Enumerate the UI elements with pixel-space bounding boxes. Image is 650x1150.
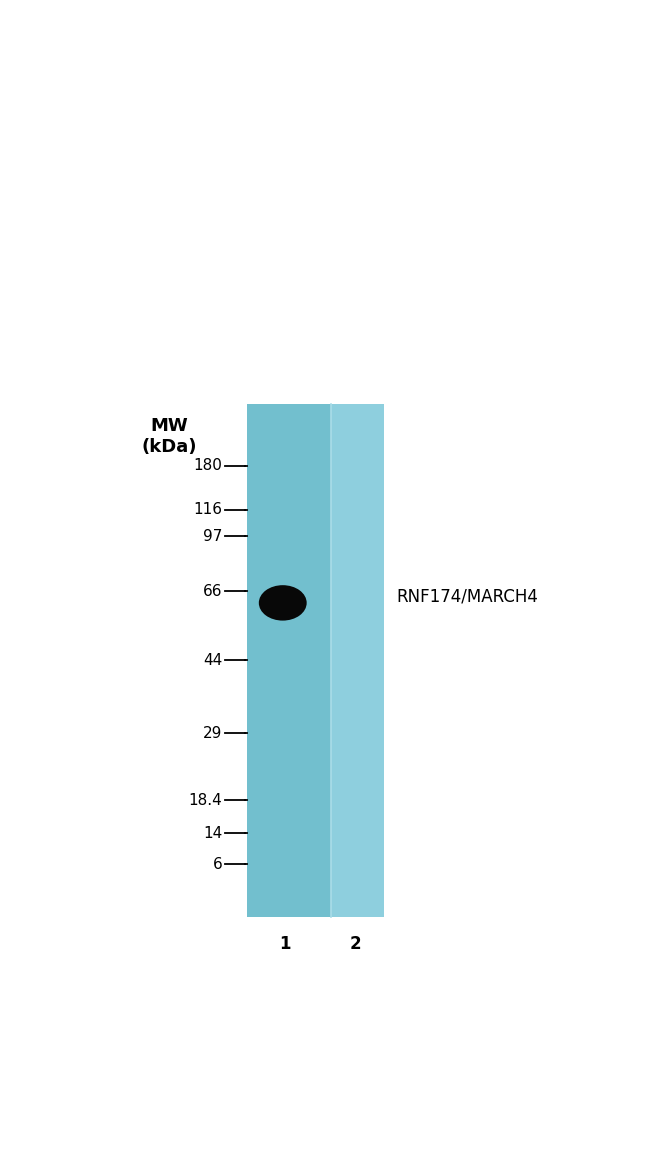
- Text: 18.4: 18.4: [188, 792, 222, 807]
- Text: 116: 116: [193, 503, 222, 518]
- Text: 14: 14: [203, 826, 222, 841]
- Bar: [331, 404, 384, 918]
- Bar: [248, 404, 331, 918]
- Text: 66: 66: [203, 584, 222, 599]
- Text: 29: 29: [203, 726, 222, 741]
- Text: 1: 1: [280, 935, 291, 953]
- Text: RNF174/MARCH4: RNF174/MARCH4: [396, 588, 538, 606]
- Text: 44: 44: [203, 653, 222, 668]
- Text: 180: 180: [194, 458, 222, 473]
- Text: 6: 6: [213, 857, 222, 872]
- Text: 97: 97: [203, 529, 222, 544]
- Text: MW
(kDa): MW (kDa): [142, 417, 197, 455]
- Ellipse shape: [259, 585, 307, 621]
- Text: 2: 2: [350, 935, 361, 953]
